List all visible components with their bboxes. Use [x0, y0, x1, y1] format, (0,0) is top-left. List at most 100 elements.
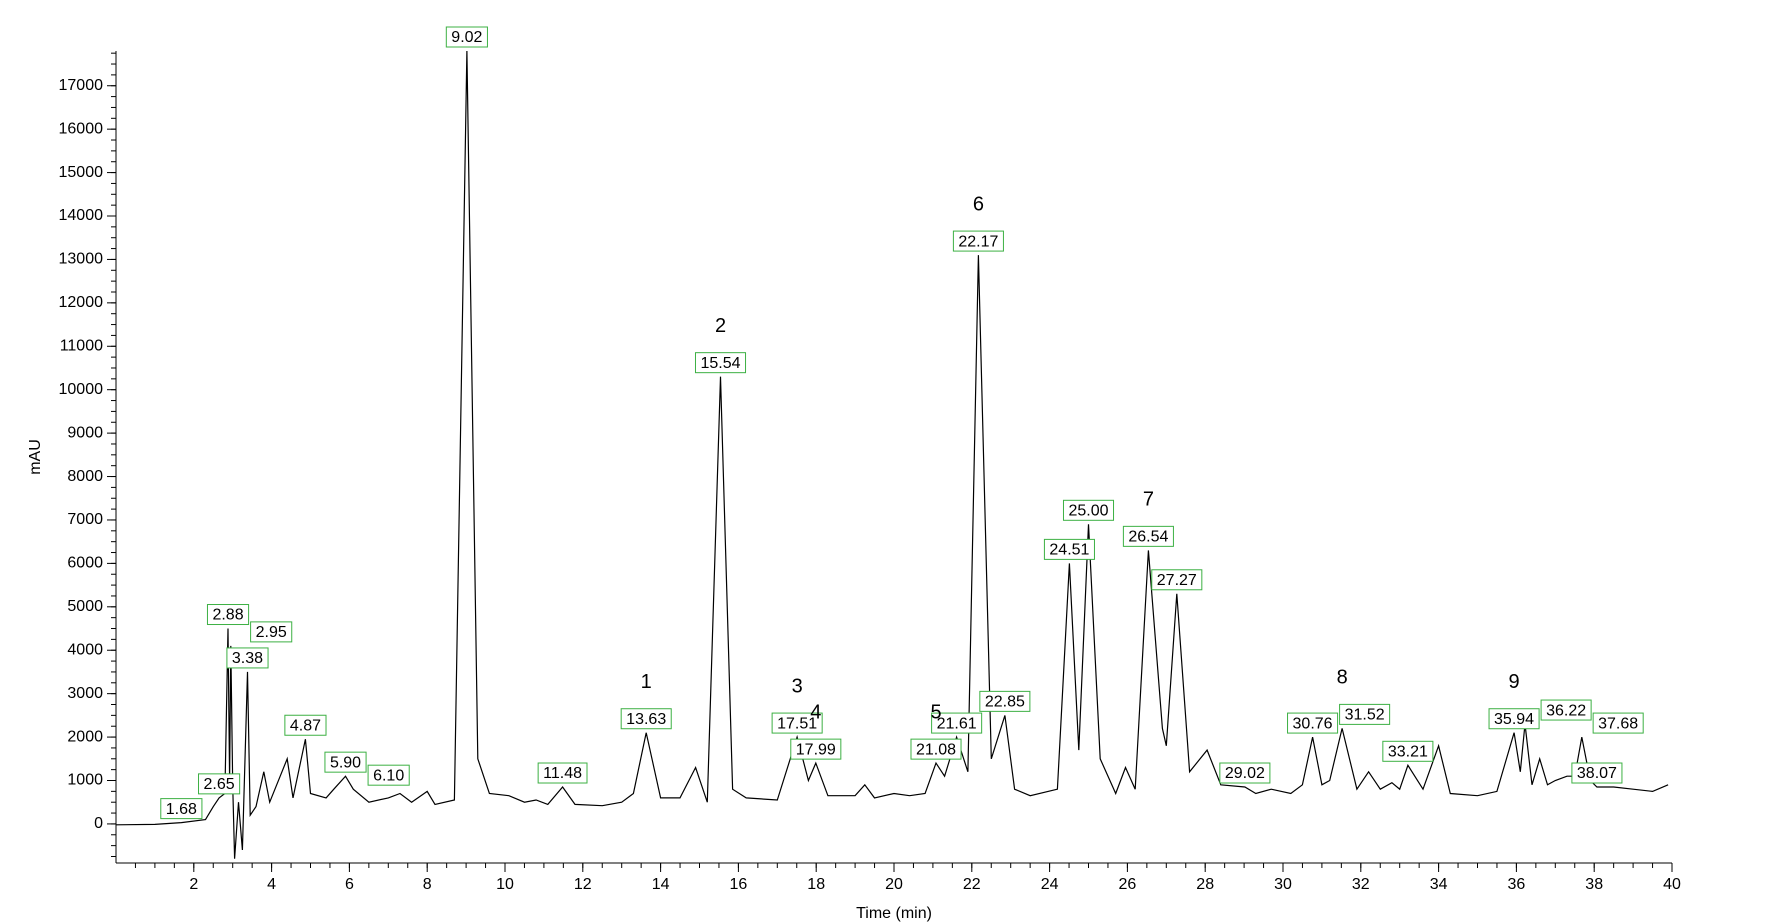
y-tick-label: 13000 [59, 251, 104, 268]
peak-number: 2 [715, 315, 726, 337]
x-tick-label: 30 [1274, 876, 1292, 893]
x-tick-label: 16 [730, 876, 748, 893]
y-tick-label: 15000 [59, 164, 104, 181]
peak-label: 13.63 [620, 708, 672, 730]
peak-label: 5.90 [324, 751, 367, 773]
peak-label-text: 2.88 [212, 607, 243, 624]
peak-label-box [1488, 708, 1540, 730]
peak-label: 21.61 [931, 712, 983, 734]
x-tick-label: 4 [267, 876, 276, 893]
peak-label-box [1287, 712, 1339, 734]
peak-label-box [1540, 699, 1592, 721]
peak-label-box [931, 712, 983, 734]
peak-label: 22.85 [979, 690, 1031, 712]
peak-label-text: 22.85 [985, 694, 1025, 711]
y-tick-label: 5000 [67, 598, 103, 615]
y-tick-label: 2000 [67, 728, 103, 745]
y-tick-label: 8000 [67, 468, 103, 485]
peak-label: 27.27 [1151, 569, 1203, 591]
peak-label: 3.38 [226, 647, 269, 669]
peak-label: 31.52 [1339, 703, 1391, 725]
peak-number: 4 [810, 701, 821, 723]
peak-label-text: 1.68 [166, 801, 197, 818]
peak-number: 6 [973, 193, 984, 215]
peak-label: 2.95 [250, 621, 293, 643]
x-tick-label: 14 [652, 876, 670, 893]
y-tick-label: 9000 [67, 424, 103, 441]
peak-label-text: 35.94 [1494, 711, 1534, 728]
peak-label-text: 29.02 [1225, 765, 1265, 782]
peak-label-text: 37.68 [1598, 715, 1638, 732]
peak-label-text: 17.99 [796, 741, 836, 758]
peak-label-box [694, 352, 747, 374]
peak-label: 33.21 [1382, 740, 1434, 762]
peak-label-box [979, 690, 1031, 712]
y-tick-label: 7000 [67, 511, 103, 528]
peak-label: 36.22 [1540, 699, 1592, 721]
x-tick-label: 10 [496, 876, 514, 893]
peak-label: 6.10 [367, 764, 410, 786]
x-tick-label: 20 [885, 876, 903, 893]
y-tick-label: 11000 [60, 337, 103, 354]
peak-label-box [790, 738, 842, 760]
y-tick-label: 17000 [59, 77, 104, 94]
peak-label-text: 22.17 [958, 233, 998, 250]
peak-label-box [1151, 569, 1203, 591]
trace [115, 50, 1669, 859]
peak-label-box [250, 621, 293, 643]
peak-label-text: 2.65 [204, 776, 235, 793]
x-tick-label: 8 [423, 876, 432, 893]
peak-label: 25.00 [1062, 499, 1115, 521]
peak-label-box [910, 738, 962, 760]
peak-label-box [160, 798, 203, 820]
x-tick-label: 38 [1585, 876, 1603, 893]
peak-number: 8 [1337, 667, 1348, 689]
peak-label-text: 30.76 [1293, 715, 1333, 732]
x-tick-label: 40 [1663, 876, 1681, 893]
peak-label-text: 2.95 [256, 624, 287, 641]
y-tick-label: 0 [94, 815, 103, 832]
peak-label-box [620, 708, 672, 730]
peak-label-text: 38.07 [1577, 765, 1617, 782]
peak-label-text: 31.52 [1345, 707, 1385, 724]
peak-label-text: 17.51 [777, 715, 817, 732]
peak-label: 29.02 [1219, 762, 1271, 784]
x-tick-label: 2 [189, 876, 198, 893]
peak-label: 17.51 [771, 712, 823, 734]
y-tick-label: 10000 [59, 381, 104, 398]
peak-label-box [445, 26, 488, 48]
peak-number: 5 [930, 701, 941, 723]
peak-label: 24.51 [1043, 538, 1095, 560]
peak-label: 35.94 [1488, 708, 1540, 730]
peak-label: 26.54 [1122, 525, 1174, 547]
peak-label: 15.54 [694, 352, 747, 374]
peak-label-box [206, 604, 250, 626]
x-tick-label: 22 [963, 876, 981, 893]
peak-label-box [952, 230, 1004, 252]
peak-label-box [1592, 712, 1644, 734]
y-tick-label: 6000 [67, 555, 103, 572]
peak-label: 9.02 [445, 26, 488, 48]
peak-label: 2.65 [198, 773, 241, 795]
x-tick-label: 18 [807, 876, 825, 893]
x-tick-label: 36 [1508, 876, 1526, 893]
peak-label-box [1339, 703, 1391, 725]
y-tick-label: 3000 [67, 685, 103, 702]
peak-label-box [324, 751, 367, 773]
peak-label-text: 21.61 [937, 715, 977, 732]
x-axis-label: Time (min) [856, 905, 932, 922]
peak-number: 3 [792, 675, 803, 697]
peak-label-box [1062, 499, 1115, 521]
peak-label-text: 11.48 [543, 765, 582, 782]
x-tick-label: 24 [1041, 876, 1059, 893]
peak-label: 38.07 [1571, 762, 1623, 784]
y-axis-label: mAU [27, 439, 44, 475]
peak-label-text: 25.00 [1068, 503, 1108, 520]
peak-number: 9 [1509, 671, 1520, 693]
peak-label-text: 13.63 [626, 711, 666, 728]
peak-label: 22.17 [952, 230, 1004, 252]
peak-label-text: 26.54 [1128, 529, 1168, 546]
peak-label-text: 6.10 [373, 767, 404, 784]
peak-label: 1.68 [160, 798, 203, 820]
peak-label-text: 21.08 [916, 741, 956, 758]
